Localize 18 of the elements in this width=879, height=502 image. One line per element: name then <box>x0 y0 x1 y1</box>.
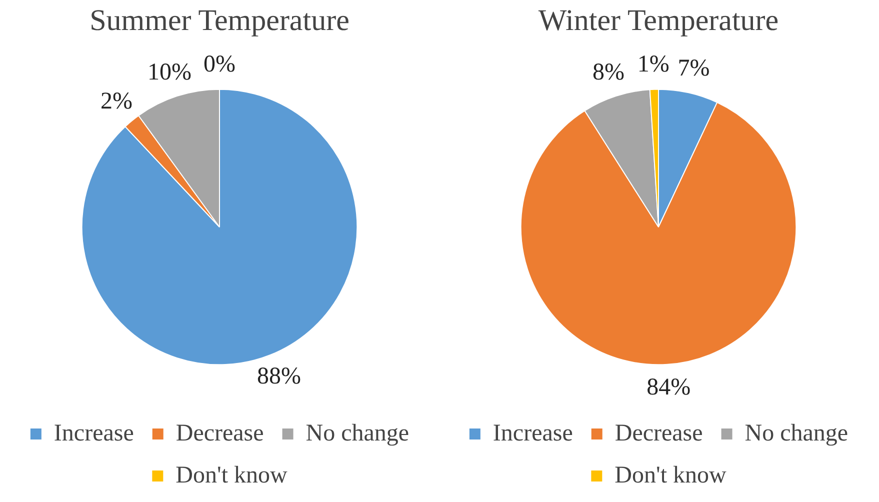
data-label: 10% <box>148 60 192 86</box>
data-label: 8% <box>592 60 625 86</box>
legend-label: No change <box>744 420 848 446</box>
data-label: 7% <box>678 56 710 82</box>
legend-label: No change <box>306 420 410 446</box>
legend-label: Decrease <box>614 420 703 446</box>
data-label: 2% <box>100 88 132 115</box>
legend-label: Increase <box>492 420 573 446</box>
legend-label: Don't know <box>176 462 288 488</box>
legend-label: Decrease <box>176 420 264 446</box>
legend-label: Increase <box>54 420 134 446</box>
text: 0% <box>204 52 236 78</box>
legend-label: Don't know <box>614 462 727 488</box>
data-label: 84% <box>646 374 691 401</box>
chart-title: Winter Temperature <box>538 4 779 37</box>
chart-title: Summer Temperature <box>90 4 350 37</box>
data-label: 88% <box>257 364 302 390</box>
data-label: 1% <box>637 52 670 78</box>
